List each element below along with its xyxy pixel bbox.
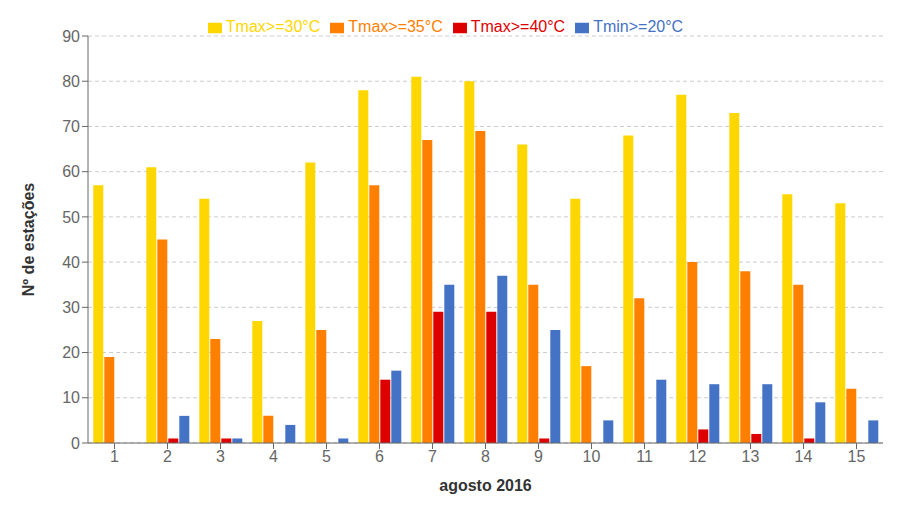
- svg-text:10: 10: [583, 448, 601, 465]
- svg-text:0: 0: [71, 435, 80, 452]
- svg-text:11: 11: [636, 448, 653, 465]
- html-text:Tmin>=20°C: Tmin>=20°C: [593, 18, 684, 35]
- svg-text:14: 14: [795, 448, 813, 465]
- html-text:Tmax>=30°C: Tmax>=30°C: [225, 18, 321, 35]
- svg-text:9: 9: [534, 448, 543, 465]
- html-text:Tmax>=35°C: Tmax>=35°C: [348, 18, 443, 35]
- svg-text:15: 15: [848, 448, 866, 465]
- html-text:Tmax>=40°C: Tmax>=40°C: [470, 18, 566, 35]
- svg-text:8: 8: [481, 448, 490, 465]
- svg-text:50: 50: [62, 209, 80, 226]
- svg-text:10: 10: [62, 389, 80, 406]
- svg-text:2: 2: [163, 448, 172, 465]
- svg-text:7: 7: [428, 448, 437, 465]
- svg-text:13: 13: [742, 448, 760, 465]
- svg-text:Nº de estações: Nº de estações: [20, 183, 37, 297]
- svg-text:20: 20: [62, 344, 80, 361]
- svg-text:40: 40: [62, 254, 80, 271]
- svg-text:agosto 2016: agosto 2016: [439, 477, 532, 494]
- svg-text:12: 12: [689, 448, 707, 465]
- svg-text:30: 30: [62, 299, 80, 316]
- svg-text:70: 70: [62, 118, 80, 135]
- svg-text:3: 3: [216, 448, 225, 465]
- svg-text:90: 90: [62, 28, 80, 45]
- svg-text:4: 4: [269, 448, 278, 465]
- svg-text:5: 5: [322, 448, 331, 465]
- svg-text:60: 60: [62, 163, 80, 180]
- svg-text:1: 1: [110, 448, 119, 465]
- svg-text:80: 80: [62, 73, 80, 90]
- svg-text:6: 6: [375, 448, 384, 465]
